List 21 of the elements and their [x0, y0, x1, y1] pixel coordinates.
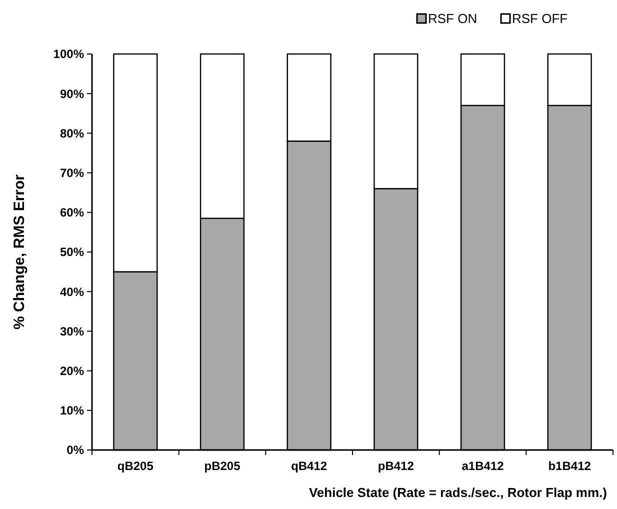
y-tick-label: 90% [60, 86, 84, 101]
y-tick-label: 70% [60, 166, 84, 180]
y-tick-label: 80% [60, 126, 84, 140]
y-tick-label: 20% [60, 364, 84, 378]
y-axis-title: % Change, RMS Error [11, 174, 28, 330]
x-tick-label: a1B412 [462, 459, 504, 473]
x-axis-title: Vehicle State (Rate = rads./sec., Rotor Flap mm.) [308, 485, 607, 500]
y-tick-label: 100% [53, 47, 84, 62]
y-tick-label: 10% [60, 404, 84, 418]
legend-label: RSF OFF [512, 11, 568, 26]
y-tick-label: 50% [60, 245, 84, 260]
y-tick-label: 30% [60, 324, 84, 338]
y-tick-label: 0% [66, 443, 84, 458]
y-tick-label: 40% [60, 284, 84, 299]
legend-label: RSF ON [428, 11, 478, 26]
x-tick-label: qB412 [291, 459, 328, 473]
x-tick-label: pB205 [204, 459, 241, 473]
x-tick-label: qB205 [117, 459, 154, 473]
y-tick-label: 60% [60, 206, 84, 220]
x-tick-label: pB412 [378, 459, 414, 473]
x-tick-label: b1B412 [548, 459, 592, 473]
